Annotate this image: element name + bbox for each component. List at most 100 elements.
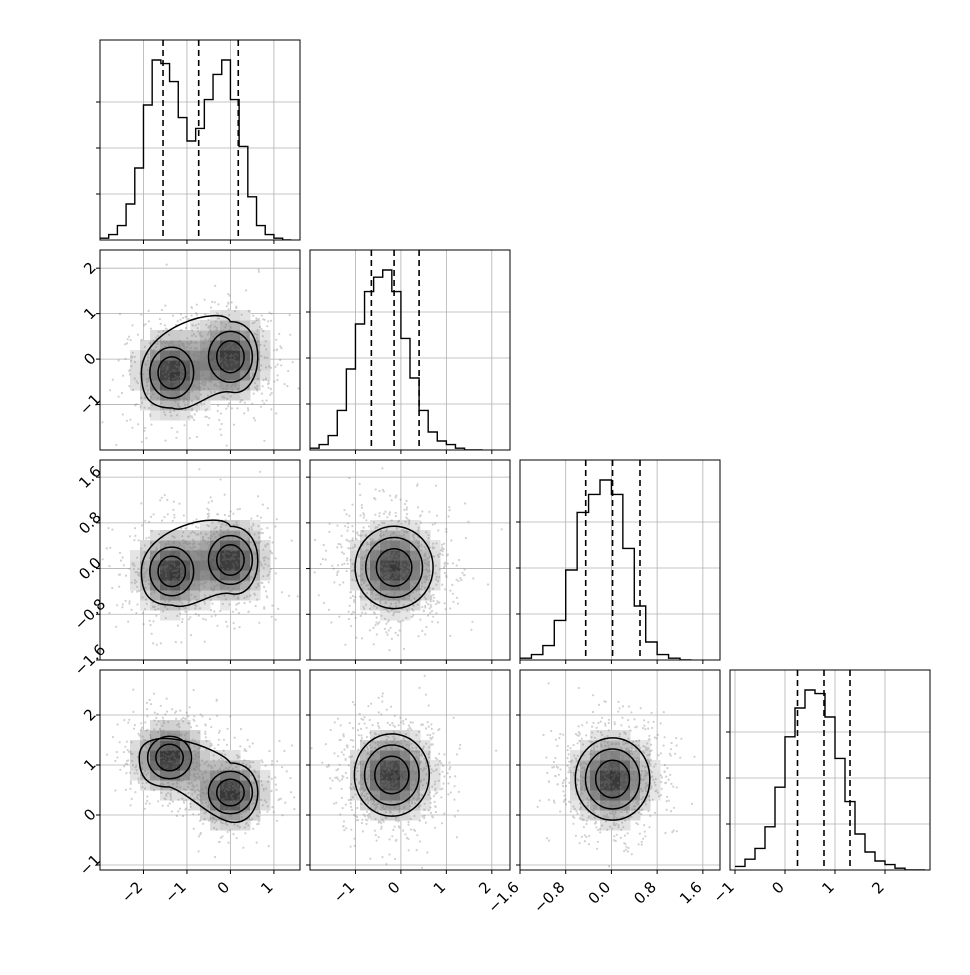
density-cell: [380, 580, 391, 591]
density-cell: [370, 570, 381, 581]
density-cell: [210, 560, 221, 571]
density-cell: [140, 570, 151, 581]
density-cell: [380, 540, 391, 551]
density-cell: [240, 330, 251, 341]
density-cell: [260, 560, 271, 571]
density-cell: [650, 770, 661, 781]
density-cell: [130, 360, 141, 371]
density-cell: [230, 520, 241, 531]
density-cell: [240, 320, 251, 331]
density-cell: [200, 380, 211, 391]
density-cell: [190, 790, 201, 801]
x-tick-label: 1: [430, 878, 449, 897]
density-cell: [170, 390, 181, 401]
density-cell: [410, 790, 421, 801]
contour-0: [594, 759, 631, 799]
density-cell: [170, 330, 181, 341]
contour-2: [574, 737, 651, 821]
density-cell: [430, 550, 441, 561]
density-cell: [200, 520, 211, 531]
density-cell: [420, 540, 431, 551]
density-cell: [190, 360, 201, 371]
density-cell: [380, 790, 391, 801]
density-cell: [370, 580, 381, 591]
density-cell: [170, 360, 181, 371]
density-cell: [220, 580, 231, 591]
density-cell: [240, 570, 251, 581]
density-cell: [220, 390, 231, 401]
density-cell: [210, 380, 221, 391]
density-cell: [220, 590, 231, 601]
x-tick-label: −1: [330, 878, 358, 906]
x-tick-label: 2: [868, 878, 887, 897]
density-cell: [260, 550, 271, 561]
density-heatmap: [130, 310, 271, 421]
density-cell: [140, 730, 151, 741]
density-cell: [570, 760, 581, 771]
density-cell: [200, 350, 211, 361]
contour-0-mode-0: [157, 356, 187, 390]
density-cell: [170, 730, 181, 741]
density-cell: [600, 810, 611, 821]
density-cell: [200, 580, 211, 591]
density-cell: [160, 330, 171, 341]
density-cell: [610, 810, 621, 821]
density-cell: [200, 360, 211, 371]
density-cell: [600, 760, 611, 771]
density-cell: [610, 820, 621, 831]
density-cell: [620, 780, 631, 791]
density-cell: [400, 610, 411, 621]
panel-2-1: [306, 459, 511, 664]
density-cell: [190, 330, 201, 341]
density-cell: [220, 810, 231, 821]
density-cell: [420, 780, 431, 791]
density-cell: [430, 770, 441, 781]
density-cell: [380, 600, 391, 611]
panel-frame: [519, 459, 721, 661]
density-cell: [150, 580, 161, 591]
density-cell: [140, 580, 151, 591]
density-cell: [350, 540, 361, 551]
density-cell: [580, 750, 591, 761]
density-cell: [400, 810, 411, 821]
contour-0-mode-1: [215, 544, 245, 576]
density-cell: [230, 320, 241, 331]
density-cell: [410, 760, 421, 771]
scatter-dots: [101, 468, 299, 646]
density-cell: [140, 560, 151, 571]
density-cell: [230, 780, 241, 791]
density-cell: [390, 570, 401, 581]
density-cell: [130, 770, 141, 781]
density-cell: [610, 730, 621, 741]
density-cell: [390, 810, 401, 821]
density-cell: [420, 590, 431, 601]
density-cell: [150, 570, 161, 581]
density-cell: [220, 340, 231, 351]
density-cell: [220, 820, 231, 831]
panel-3-1: [306, 669, 511, 874]
density-cell: [240, 760, 251, 771]
density-cell: [200, 370, 211, 381]
contours: [353, 733, 431, 817]
density-cell: [160, 780, 171, 791]
density-cell: [370, 780, 381, 791]
density-cell: [640, 780, 651, 791]
density-cell: [210, 790, 221, 801]
density-cell: [140, 760, 151, 771]
density-cell: [600, 780, 611, 791]
grid-1-1: [310, 250, 510, 450]
density-cell: [150, 730, 161, 741]
density-cell: [250, 360, 261, 371]
density-cell: [390, 770, 401, 781]
density-cell: [250, 520, 261, 531]
density-cell: [390, 730, 401, 741]
density-cell: [190, 580, 201, 591]
density-cell: [250, 550, 261, 561]
density-cell: [380, 800, 391, 811]
density-cell: [390, 760, 401, 771]
contour-outer: [140, 519, 259, 608]
density-cell: [260, 330, 271, 341]
density-cell: [200, 600, 211, 611]
grid-0-0: [100, 40, 300, 240]
density-cell: [360, 530, 371, 541]
